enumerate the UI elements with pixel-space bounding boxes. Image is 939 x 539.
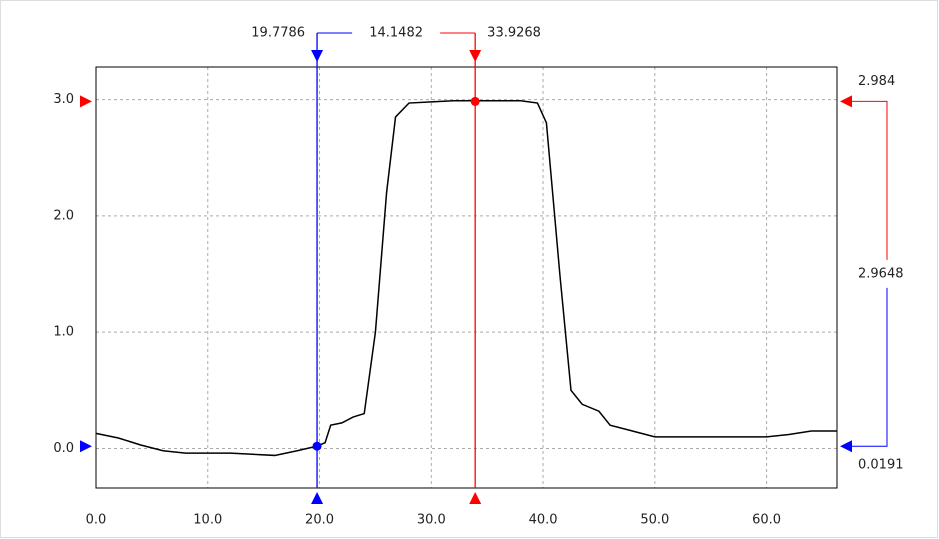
y-tick-label: 0.0 — [53, 441, 74, 456]
plot-border — [95, 66, 838, 489]
cursor-x-label: 19.7786 — [251, 26, 305, 41]
data-line — [95, 99, 837, 457]
x-tick-label: 40.0 — [529, 513, 558, 528]
cursor-x-label: 33.9268 — [487, 26, 541, 41]
cursor-handle[interactable] — [311, 492, 324, 504]
cursor-level-marker — [80, 95, 92, 108]
delta-y-label: 2.9648 — [858, 266, 904, 281]
cursor-handle[interactable] — [469, 492, 482, 504]
cursor-point — [470, 96, 480, 106]
plot-area — [96, 67, 837, 488]
cursor-level-marker — [840, 440, 852, 453]
x-tick-label: 0.0 — [86, 513, 107, 528]
delta-x-label: 14.1482 — [369, 26, 423, 41]
cursor-handle[interactable] — [311, 50, 324, 62]
x-tick-label: 10.0 — [193, 513, 222, 528]
cursor-level-marker — [840, 95, 852, 108]
y-tick-label: 3.0 — [53, 92, 74, 107]
x-tick-label: 20.0 — [305, 513, 334, 528]
x-tick-label: 60.0 — [752, 513, 781, 528]
cursor-y-label: 2.984 — [858, 74, 895, 89]
cursor-point — [312, 441, 322, 451]
cursor-level-marker — [80, 440, 92, 453]
cursor-y-label: 0.0191 — [858, 458, 904, 473]
x-tick-label: 30.0 — [417, 513, 446, 528]
y-tick-label: 2.0 — [53, 208, 74, 223]
y-tick-label: 1.0 — [53, 325, 74, 340]
delta-connector — [852, 100, 888, 260]
delta-connector — [852, 287, 888, 447]
x-tick-label: 50.0 — [640, 513, 669, 528]
cursor-handle[interactable] — [469, 50, 482, 62]
